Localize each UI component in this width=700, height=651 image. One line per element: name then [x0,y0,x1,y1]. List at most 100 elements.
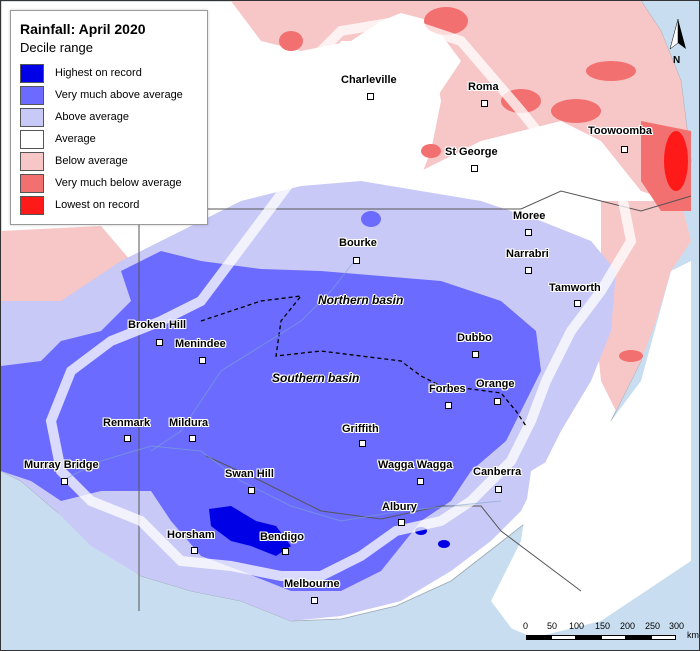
town-label: Menindee [175,338,226,350]
town-label: Canberra [473,466,522,478]
state-border-qld-nsw [206,190,692,212]
town-marker [417,478,424,485]
northern-basin-label: Northern basin [318,293,404,307]
scale-unit-label: km [687,630,699,640]
town-label: Moree [513,210,546,222]
legend: Rainfall: April 2020 Decile range Highes… [10,10,208,225]
scale-tick-label: 200 [620,621,636,631]
ocean-south [1,511,561,650]
legend-item: Average [20,130,205,150]
highest-on-record-patch-3 [438,540,450,548]
very-much-below-patch-4 [586,61,636,81]
legend-subtitle: Decile range [20,40,93,55]
town-marker [494,398,501,405]
town-label: Forbes [429,383,466,395]
town-label: Roma [468,81,499,93]
legend-swatch [20,174,44,193]
very-much-below-patch-5 [421,144,441,158]
legend-item: Highest on record [20,64,205,84]
scale-tick-label: 250 [645,621,661,631]
legend-label: Very much above average [55,89,183,101]
town-label: Albury [382,501,417,513]
legend-label: Lowest on record [55,199,140,211]
lowest-on-record-patch [664,131,688,191]
town-marker [398,519,405,526]
average-region-charleville [301,41,441,181]
scale-segment [601,635,626,640]
legend-item: Very much below average [20,174,205,194]
town-marker [471,165,478,172]
legend-swatch [20,130,44,149]
town-label: Melbourne [284,578,340,590]
town-label: Bourke [339,237,377,249]
town-marker [248,487,255,494]
town-label: Bendigo [260,531,304,543]
scale-tick-label: 100 [569,621,585,631]
ocean-southeast [561,561,699,650]
town-label: Toowoomba [588,125,652,137]
scale-tick-label: 150 [595,621,611,631]
town-marker [472,351,479,358]
scale-segment [576,635,601,640]
river-darling [150,258,357,452]
town-marker [621,146,628,153]
above-average-patch-bourke [361,211,381,227]
north-arrow-icon [669,19,686,50]
town-marker [199,357,206,364]
scale-segment [551,635,576,640]
town-label: Orange [476,378,515,390]
town-label: Renmark [103,417,151,429]
town-label: Mildura [169,417,209,429]
river-murray [60,445,502,522]
town-label: Swan Hill [225,468,274,480]
town-marker [189,435,196,442]
town-marker [311,597,318,604]
average-region-southeast [491,261,691,641]
town-label: Broken Hill [128,319,187,331]
scale-segment [526,635,551,640]
basin-boundary [45,15,637,581]
town-marker [574,300,581,307]
legend-label: Above average [55,111,129,123]
town-label: St George [445,146,498,158]
basin-divider [200,295,527,427]
town-marker [191,547,198,554]
north-label: N [673,55,681,66]
town-marker [124,435,131,442]
legend-swatch [20,64,44,83]
town-marker [481,100,488,107]
legend-item: Very much above average [20,86,205,106]
town-marker [156,339,163,346]
scale-tick-label: 300 [669,621,685,631]
legend-item: Above average [20,108,205,128]
very-much-below-patch-6 [619,350,643,362]
legend-label: Highest on record [55,67,142,79]
scale-tick-label: 50 [547,621,558,631]
legend-label: Below average [55,155,128,167]
town-marker [525,229,532,236]
scale-bar: 0 50 100 150 200 250 300 km [521,621,699,647]
state-border-nsw-vic [205,455,582,592]
legend-swatch [20,196,44,215]
legend-label: Average [55,133,96,145]
below-average-region-north [231,1,691,201]
legend-swatch [20,152,44,171]
legend-swatch [20,108,44,127]
scale-segment [651,635,676,640]
town-marker [282,548,289,555]
town-marker [353,257,360,264]
town-label: Narrabri [506,248,549,260]
southern-basin-label: Southern basin [272,371,360,385]
town-label: Horsham [167,529,215,541]
town-marker [495,486,502,493]
very-much-below-patch-3 [551,99,601,123]
town-marker [367,93,374,100]
legend-label: Very much below average [55,177,182,189]
very-much-below-patch-8 [279,31,303,51]
town-marker [359,440,366,447]
highest-on-record-region [209,506,291,556]
legend-swatch [20,86,44,105]
legend-item: Lowest on record [20,196,205,216]
scale-segment [626,635,651,640]
